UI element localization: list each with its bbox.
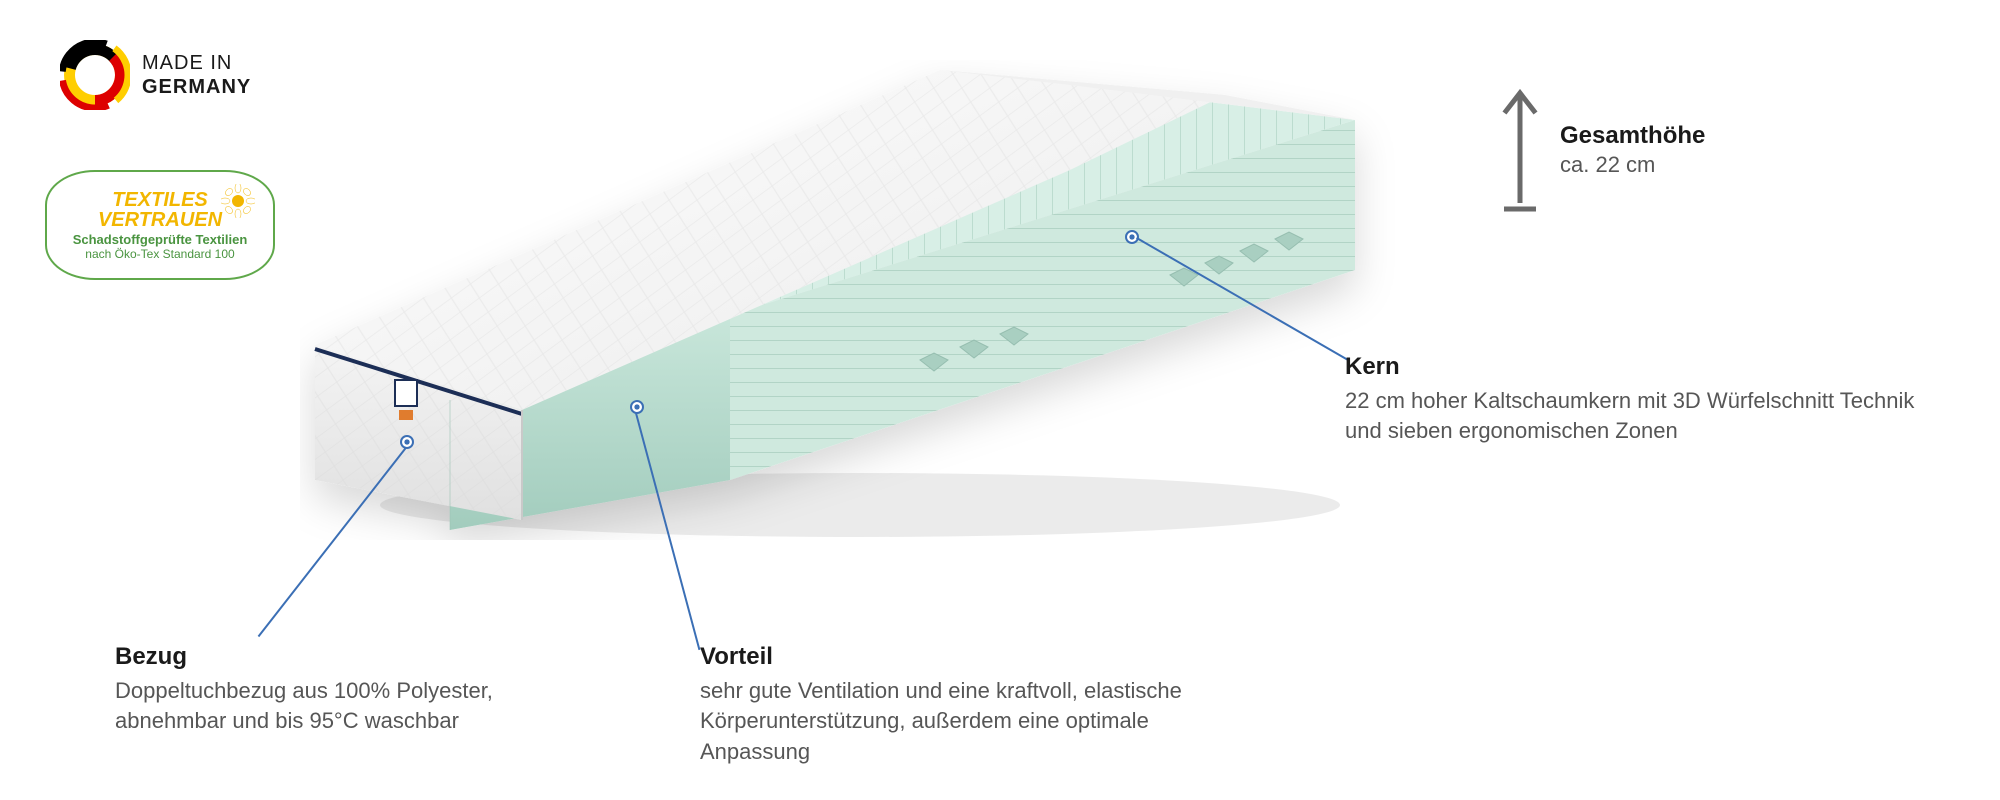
callout-kern-body: 22 cm hoher Kaltschaumkern mit 3D Würfel… xyxy=(1345,386,1935,448)
oeko-title-2: VERTRAUEN xyxy=(98,210,222,230)
callout-kern-title: Kern xyxy=(1345,350,1935,384)
callout-bezug-title: Bezug xyxy=(115,640,595,674)
height-arrow-icon xyxy=(1500,85,1540,215)
height-text: Gesamthöhe ca. 22 cm xyxy=(1560,122,1705,178)
flower-icon xyxy=(221,184,255,218)
height-value: ca. 22 cm xyxy=(1560,152,1705,178)
callout-vorteil-title: Vorteil xyxy=(700,640,1260,674)
callout-vorteil-body: sehr gute Ventilation und eine kraftvoll… xyxy=(700,676,1260,768)
made-in-text: MADE IN xyxy=(142,51,251,75)
germany-text: GERMANY xyxy=(142,75,251,99)
oeko-title-1: TEXTILES xyxy=(112,190,208,210)
oeko-sub-1: Schadstoffgeprüfte Textilien xyxy=(73,232,248,247)
badge-made-in-germany: MADE IN GERMANY xyxy=(60,40,251,110)
callout-bezug-body: Doppeltuchbezug aus 100% Polyester, abne… xyxy=(115,676,595,738)
callout-dot-vorteil xyxy=(630,400,644,414)
callout-dot-bezug xyxy=(400,435,414,449)
germany-flag-icon xyxy=(60,40,130,110)
oeko-sub-2: nach Öko-Tex Standard 100 xyxy=(85,247,234,261)
made-in-germany-text: MADE IN GERMANY xyxy=(142,51,251,99)
height-title: Gesamthöhe xyxy=(1560,122,1705,150)
callout-kern: Kern 22 cm hoher Kaltschaumkern mit 3D W… xyxy=(1345,350,1935,447)
badge-oeko-tex: TEXTILES VERTRAUEN Schadstoffgeprüfte Te… xyxy=(45,170,275,280)
mattress-illustration xyxy=(300,60,1400,540)
callout-bezug: Bezug Doppeltuchbezug aus 100% Polyester… xyxy=(115,640,595,737)
height-indicator: Gesamthöhe ca. 22 cm xyxy=(1500,85,1705,215)
callout-vorteil: Vorteil sehr gute Ventilation und eine k… xyxy=(700,640,1260,768)
